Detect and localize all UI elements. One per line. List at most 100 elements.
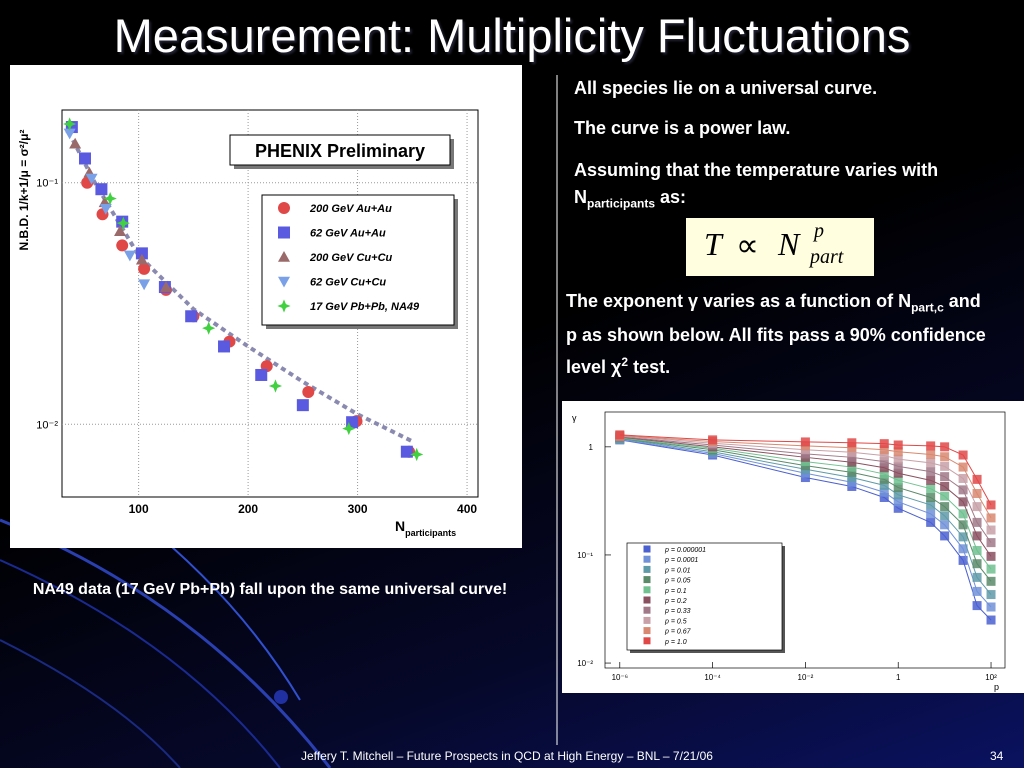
marker [69, 137, 82, 149]
marker [103, 191, 117, 206]
marker [940, 472, 950, 482]
chart-right-panel: 10⁻⁶ 10⁻⁴ 10⁻² 1 10² 10⁻² 10⁻¹ 1 γ p p = 0.000001 p… [562, 401, 1024, 693]
y-tick-label: 10⁻¹ [577, 551, 593, 560]
annotation: PHENIX Preliminary [255, 141, 425, 161]
marker [879, 451, 889, 461]
marker [160, 281, 172, 292]
marker [63, 117, 77, 131]
marker [847, 473, 857, 483]
marker [940, 491, 950, 501]
x-tick-label: 100 [129, 502, 149, 516]
marker [643, 555, 651, 563]
marker [926, 492, 936, 502]
marker [847, 457, 857, 467]
marker [972, 502, 982, 512]
x-tick-label: 200 [238, 502, 258, 516]
bullet: All species lie on a universal curve. [574, 75, 994, 102]
marker [972, 586, 982, 596]
marker [268, 379, 283, 393]
legend-label: p = 0.05 [664, 578, 691, 585]
marker [879, 469, 889, 479]
marker [986, 564, 996, 574]
legend-box [261, 194, 455, 326]
marker [893, 454, 903, 464]
chart-right: 10⁻⁶ 10⁻⁴ 10⁻² 1 10² 10⁻² 10⁻¹ 1 γ p p = 0.000001 p… [572, 411, 1006, 692]
marker [847, 452, 857, 462]
legend-label: p = 0.2 [664, 598, 687, 605]
x-axis-label: p [994, 682, 999, 692]
marker [926, 517, 936, 527]
marker [643, 606, 651, 614]
legend-label: p = 0.1 [664, 588, 687, 595]
legend-label: p = 0.67 [664, 629, 692, 636]
legend-label: p = 1.0 [664, 639, 687, 646]
marker [185, 310, 198, 323]
marker [643, 565, 651, 573]
marker [847, 443, 857, 453]
marker [972, 489, 982, 499]
formula-sup: p [814, 220, 824, 242]
marker [972, 517, 982, 527]
formula-lhs: T [704, 226, 722, 262]
marker [135, 247, 148, 260]
marker [202, 321, 216, 335]
marker [255, 368, 268, 381]
chart-left-panel: 100 200 300 400 10⁻¹ 10⁻² N.B.D. 1/k+1/μ = σ²/… [10, 65, 522, 548]
legend-label: 17 GeV Pb+Pb, NA49 [310, 301, 420, 313]
marker [893, 483, 903, 493]
marker [958, 450, 968, 460]
marker [643, 545, 651, 553]
marker [879, 463, 889, 473]
marker [893, 440, 903, 450]
marker [116, 239, 129, 252]
marker [893, 497, 903, 507]
marker [135, 253, 148, 265]
x-tick-label: 10⁻⁴ [704, 673, 721, 682]
marker [972, 545, 982, 555]
formula-op: ∝ [736, 227, 759, 263]
annotation-box [229, 134, 451, 166]
marker [847, 447, 857, 457]
plot-frame [604, 411, 1006, 669]
marker [958, 555, 968, 565]
marker [893, 475, 903, 485]
marker [847, 467, 857, 477]
marker [342, 421, 356, 436]
x-tick-label: 10² [985, 673, 997, 682]
text-run: participants [587, 196, 656, 211]
marker [879, 445, 889, 455]
marker [940, 442, 950, 452]
y-axis-label: N.B.D. 1/k+1/μ = σ²/μ² [17, 130, 31, 251]
y-axis-label: γ [572, 413, 577, 423]
paragraph: The exponent γ varies as a function of N… [566, 288, 986, 381]
legend-label: p = 0.01 [664, 567, 691, 574]
marker [879, 439, 889, 449]
legend-label: p = 0.0001 [664, 557, 698, 564]
marker [278, 276, 290, 288]
marker [277, 299, 291, 313]
marker [926, 509, 936, 519]
marker [926, 449, 936, 459]
text-run: test. [628, 356, 671, 377]
marker [972, 572, 982, 582]
marker [278, 226, 290, 239]
legend-box [626, 542, 783, 651]
text-run: All species lie on a universal curve. [574, 78, 878, 98]
bullet: Assuming that the temperature varies wit… [574, 157, 994, 218]
marker [114, 225, 127, 236]
marker [986, 538, 996, 548]
marker [138, 262, 151, 275]
x-axis-label: Nparticipants [395, 518, 456, 538]
marker [78, 152, 91, 165]
marker [958, 544, 968, 554]
marker [302, 386, 315, 399]
y-tick-label: 10⁻¹ [36, 178, 58, 190]
y-tick-label: 10⁻² [577, 659, 593, 668]
marker [986, 513, 996, 523]
legend-label: 62 GeV Cu+Cu [310, 277, 386, 289]
marker [278, 202, 290, 214]
marker [972, 601, 982, 611]
marker [879, 492, 889, 502]
legend-label: p = 0.5 [664, 618, 687, 625]
marker [958, 473, 968, 483]
